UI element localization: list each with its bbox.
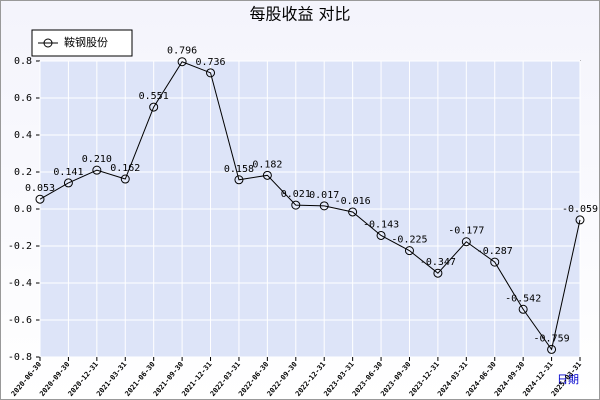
point [262, 170, 272, 180]
data-label: 0.210 [82, 154, 112, 165]
point [376, 230, 386, 240]
data-label: 0.551 [139, 91, 169, 102]
data-label: -0.225 [391, 235, 427, 246]
y-tick-label: -0.8 [8, 352, 32, 363]
x-axis-label: 日期 [557, 373, 579, 386]
data-label: -0.143 [363, 219, 399, 230]
point [206, 68, 216, 78]
y-tick-label: -0.4 [8, 278, 32, 289]
point [149, 102, 159, 112]
data-label: -0.347 [420, 257, 456, 268]
data-label: 0.053 [25, 183, 55, 194]
data-label: -0.177 [448, 226, 484, 237]
point [234, 175, 244, 185]
point [319, 201, 329, 211]
data-label: 0.796 [167, 46, 197, 57]
point [433, 268, 443, 278]
data-label: 0.736 [195, 57, 225, 68]
point [547, 344, 557, 354]
point [120, 174, 130, 184]
data-label: 0.017 [309, 190, 339, 201]
data-label: 0.141 [53, 167, 83, 178]
y-tick-label: 0.0 [14, 204, 32, 215]
y-tick-label: 0.6 [14, 93, 32, 104]
point [490, 257, 500, 267]
point [92, 165, 102, 175]
point [404, 246, 414, 256]
data-label: -0.016 [335, 196, 371, 207]
data-label: -0.059 [562, 204, 598, 215]
y-tick-label: 0.8 [14, 56, 32, 67]
point [575, 215, 585, 225]
data-label: 0.021 [281, 189, 311, 200]
legend-marker [43, 38, 53, 48]
point [177, 57, 187, 67]
point [461, 237, 471, 247]
point [35, 194, 45, 204]
data-label: 0.158 [224, 164, 254, 175]
legend [31, 29, 133, 57]
point [291, 200, 301, 210]
chart-title: 每股收益 对比 [249, 5, 350, 24]
data-label: 0.162 [110, 163, 140, 174]
data-label: -0.287 [477, 246, 513, 257]
point [348, 207, 358, 217]
y-tick-label: 0.4 [14, 130, 32, 141]
legend-label: 鞍钢股份 [64, 35, 108, 49]
point [518, 304, 528, 314]
y-tick-label: 0.2 [14, 167, 32, 178]
point [63, 178, 73, 188]
y-tick-label: -0.2 [8, 241, 32, 252]
data-label: -0.759 [534, 333, 570, 344]
data-label: -0.542 [505, 293, 541, 304]
y-tick-label: -0.6 [8, 315, 32, 326]
series-line [39, 61, 581, 351]
data-label: 0.182 [252, 159, 282, 170]
